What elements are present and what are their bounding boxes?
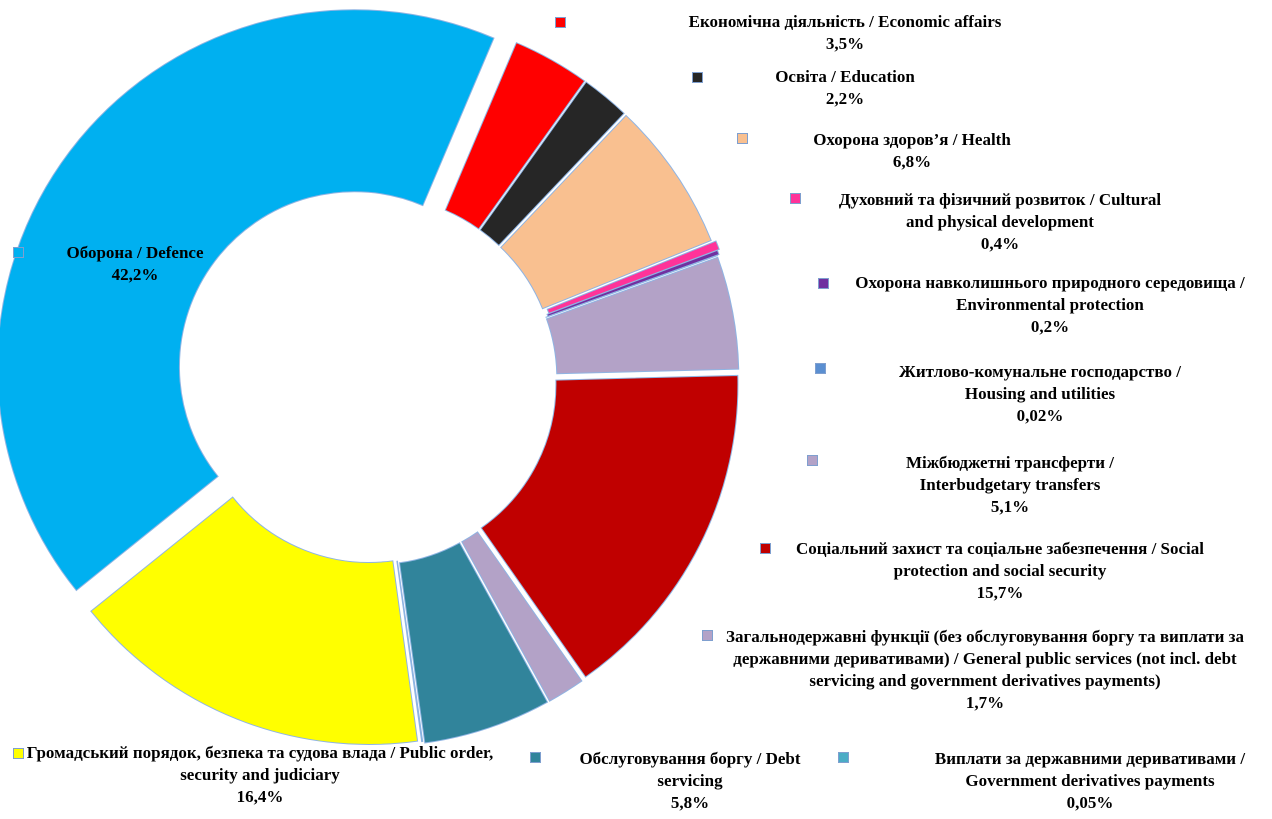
- donut-segment: [0, 9, 495, 592]
- donut-segment: [90, 496, 419, 745]
- category-label: Охорона здоров’я / Health: [813, 130, 1011, 149]
- category-label: Економічна діяльність / Economic affairs: [688, 12, 1002, 31]
- value-label: 5,8%: [670, 793, 710, 812]
- segment-label: Міжбюджетні трансферти / Interbudgetary …: [860, 452, 1160, 518]
- segment-label: Загальнодержавні функції (без обслуговув…: [700, 626, 1270, 714]
- segment-label: Охорона навколишнього природного середов…: [840, 272, 1260, 338]
- segment-label: Освіта / Education 2,2%: [695, 66, 995, 110]
- value-label: 42,2%: [111, 265, 159, 284]
- segment-label: Соціальний захист та соціальне забезпече…: [775, 538, 1225, 604]
- category-label: Соціальний захист та соціальне забезпече…: [795, 539, 1204, 580]
- category-label: Освіта / Education: [775, 67, 915, 86]
- value-label: 2,2%: [825, 89, 865, 108]
- category-label: Житлово-комунальне господарство / Housin…: [899, 362, 1181, 403]
- value-label: 5,1%: [990, 497, 1030, 516]
- donut-segment: [480, 374, 739, 678]
- category-label: Громадський порядок, безпека та судова в…: [26, 743, 494, 784]
- value-label: 0,4%: [980, 234, 1020, 253]
- donut-segment: [545, 256, 740, 375]
- value-label: 16,4%: [236, 787, 284, 806]
- legend-marker: [807, 455, 818, 466]
- segment-label: Обслуговування боргу / Debt servicing 5,8…: [560, 748, 820, 814]
- segment-label: Житлово-комунальне господарство / Housin…: [875, 361, 1205, 427]
- donut-segment: [461, 531, 583, 702]
- value-label: 3,5%: [825, 34, 865, 53]
- donut-segment: [396, 560, 424, 743]
- value-label: 0,2%: [1030, 317, 1070, 336]
- value-label: 1,7%: [965, 693, 1005, 712]
- value-label: 15,7%: [976, 583, 1024, 602]
- segment-label: Виплати за державними деривативами / Gov…: [900, 748, 1272, 814]
- segment-label: Духовний та фізичний розвиток / Cultural…: [835, 189, 1165, 255]
- segment-label: Охорона здоров’я / Health 6,8%: [752, 129, 1072, 173]
- donut-segment: [398, 542, 549, 744]
- legend-marker: [760, 543, 771, 554]
- legend-marker: [692, 72, 703, 83]
- donut-segment: [479, 81, 625, 247]
- legend-marker: [838, 752, 849, 763]
- category-label: Обслуговування боргу / Debt servicing: [579, 749, 801, 790]
- legend-marker: [818, 278, 829, 289]
- category-label: Міжбюджетні трансферти / Interbudgetary …: [905, 453, 1115, 494]
- category-label: Оборона / Defence: [66, 243, 204, 262]
- donut-segment: [545, 254, 718, 318]
- category-label: Духовний та фізичний розвиток / Cultural…: [838, 190, 1162, 231]
- legend-marker: [13, 748, 24, 759]
- legend-marker: [13, 247, 24, 258]
- legend-marker: [815, 363, 826, 374]
- segment-label: Громадський порядок, безпека та судова в…: [20, 742, 500, 808]
- value-label: 6,8%: [892, 152, 932, 171]
- legend-marker: [737, 133, 748, 144]
- donut-segment: [500, 114, 712, 310]
- legend-marker: [790, 193, 801, 204]
- category-label: Загальнодержавні функції (без обслуговув…: [726, 627, 1244, 690]
- segment-label: Оборона / Defence 42,2%: [15, 242, 255, 286]
- legend-marker: [702, 630, 713, 641]
- legend-marker: [530, 752, 541, 763]
- value-label: 0,02%: [1016, 406, 1064, 425]
- donut-segment: [444, 42, 586, 230]
- category-label: Охорона навколишнього природного середов…: [855, 273, 1245, 314]
- legend-marker: [555, 17, 566, 28]
- value-label: 0,05%: [1066, 793, 1114, 812]
- segment-label: Економічна діяльність / Economic affairs…: [625, 11, 1065, 55]
- category-label: Виплати за державними деривативами / Gov…: [934, 749, 1246, 790]
